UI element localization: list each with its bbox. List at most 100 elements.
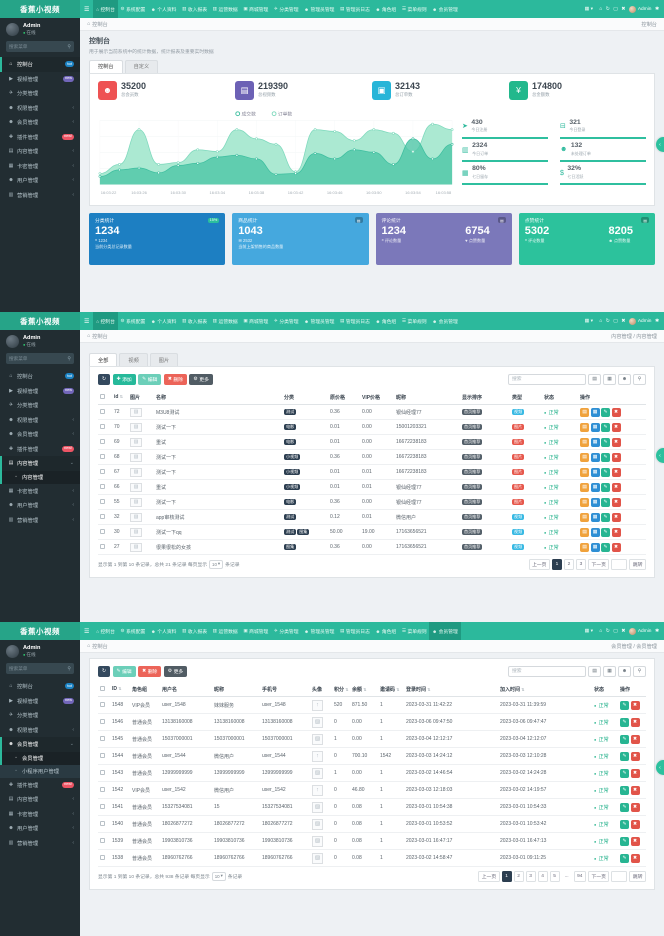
edit-button[interactable]: ✎ [601, 482, 610, 492]
user-menu[interactable]: Admin [628, 317, 651, 325]
row-checkbox[interactable] [100, 753, 105, 759]
search-icon[interactable]: ⚲ [67, 43, 71, 50]
page-prev[interactable]: 上一页 [478, 871, 500, 882]
edit-button[interactable]: ✎ [620, 853, 629, 863]
panel-icon[interactable]: ▤ [588, 666, 601, 677]
row-checkbox[interactable] [100, 424, 105, 430]
page-next[interactable]: 下一页 [587, 559, 610, 570]
quick-action-button[interactable]: ‹ [656, 448, 664, 464]
export-icon[interactable]: ☻ [618, 666, 631, 677]
trash-button[interactable]: ✖ [630, 700, 640, 710]
detail-button[interactable]: ▤ [580, 452, 589, 462]
sort-icon[interactable]: ⇅ [395, 686, 400, 692]
row-checkbox[interactable] [100, 544, 105, 550]
search-icon[interactable]: ⚲ [633, 666, 646, 677]
row-checkbox[interactable] [100, 499, 105, 505]
edit-button[interactable]: ✎ [620, 768, 629, 778]
page-prev[interactable]: 上一页 [528, 559, 550, 570]
row-checkbox[interactable] [100, 469, 105, 475]
sidebar-subitem-1[interactable]: ◦ 小程序用户管理 [0, 765, 80, 778]
sidebar-subitem-0[interactable]: ◦ 会员管理 [0, 751, 80, 765]
sidebar-item-3[interactable]: ☻ 权限管理 ‹ [0, 723, 80, 738]
table-search-input[interactable] [508, 374, 586, 385]
detail-button[interactable]: ▤ [580, 512, 589, 522]
sidebar-item-1[interactable]: ▶ 视频管理 new [0, 694, 80, 709]
edit-button[interactable]: ✎ [601, 527, 610, 537]
toolbar-delete-button[interactable]: ✖ 删除 [163, 374, 187, 385]
nav-item-5[interactable]: ▣ 商城管理 [241, 622, 272, 640]
nav-item-8[interactable]: ▤ 管理员日志 [337, 312, 372, 330]
sidebar-item-4[interactable]: ☻ 会员管理 ‹ [0, 115, 80, 130]
fullscreen-icon[interactable]: ▢ [613, 628, 618, 634]
detail-button[interactable]: ▤ [580, 437, 589, 447]
panel-icon[interactable]: ▤ [588, 374, 601, 385]
view-button[interactable]: ▦ [590, 407, 600, 417]
toolbar-edit-button[interactable]: ✎ 编辑 [138, 374, 162, 385]
tab-2[interactable]: 图片 [149, 353, 179, 366]
sidebar-item-7[interactable]: ▦ 卡密管理 ‹ [0, 807, 80, 822]
view-button[interactable]: ▦ [590, 422, 600, 432]
row-checkbox[interactable] [100, 855, 105, 861]
export-icon[interactable]: ☻ [618, 374, 631, 385]
share-icon[interactable]: ✱ [654, 628, 659, 634]
page-jump-button[interactable]: 跳转 [629, 559, 646, 570]
nav-item-2[interactable]: ☻ 个人资料 [148, 312, 179, 330]
sidebar-item-2[interactable]: ✈ 分类管理 [0, 708, 80, 723]
sidebar-item-3[interactable]: ☻ 权限管理 ‹ [0, 101, 80, 116]
per-page-select[interactable]: 10 ▾ [209, 559, 224, 569]
edit-button[interactable]: ✎ [620, 819, 629, 829]
sidebar-item-7[interactable]: ▦ 卡密管理 ‹ [0, 484, 80, 499]
trash-button[interactable]: ✖ [630, 819, 640, 829]
view-button[interactable]: ▦ [590, 512, 600, 522]
sort-icon[interactable]: ⇅ [362, 686, 367, 692]
tab-1[interactable]: 自定义 [124, 59, 159, 73]
nav-item-7[interactable]: ☻ 管理员管理 [301, 622, 337, 640]
row-checkbox[interactable] [100, 484, 105, 490]
sidebar-item-9[interactable]: ▥ 营销管理 ‹ [0, 513, 80, 528]
share-icon[interactable]: ✱ [654, 318, 659, 324]
tabs-dropdown[interactable]: ▦ ▾ [582, 629, 596, 634]
sort-icon[interactable]: ⇅ [117, 686, 122, 691]
trash-button[interactable]: ✖ [630, 751, 640, 761]
sidebar-item-8[interactable]: ☻ 用户管理 ‹ [0, 498, 80, 513]
trash-button[interactable]: ✖ [611, 452, 621, 462]
nav-item-3[interactable]: ▥ 收入报表 [179, 312, 210, 330]
edit-button[interactable]: ✎ [601, 512, 610, 522]
sort-icon[interactable]: ⇅ [118, 394, 123, 399]
view-button[interactable]: ▦ [590, 542, 600, 552]
trash-button[interactable]: ✖ [630, 785, 640, 795]
share-icon[interactable]: ✱ [654, 6, 659, 12]
row-checkbox[interactable] [100, 439, 105, 445]
nav-item-6[interactable]: ✈ 分类管理 [271, 622, 301, 640]
sidebar-toggle-icon[interactable]: ☰ [84, 6, 90, 13]
page-next[interactable]: 下一页 [587, 871, 610, 882]
trash-button[interactable]: ✖ [611, 422, 621, 432]
fullscreen-icon[interactable]: ▢ [613, 6, 618, 12]
nav-item-4[interactable]: ▥ 运营数据 [210, 622, 241, 640]
edit-button[interactable]: ✎ [620, 802, 629, 812]
sidebar-subitem-0[interactable]: ◦ 内容管理 [0, 470, 80, 484]
trash-button[interactable]: ✖ [611, 407, 621, 417]
sidebar-item-0[interactable]: ⌂ 控制台 hot [0, 369, 80, 384]
row-checkbox[interactable] [100, 529, 105, 535]
sidebar-toggle-icon[interactable]: ☰ [84, 318, 90, 325]
nav-item-9[interactable]: ☻ 角色组 [373, 622, 399, 640]
sidebar-item-4[interactable]: ☻ 会员管理 ⌄ [0, 737, 80, 752]
detail-button[interactable]: ▤ [580, 527, 589, 537]
sidebar-item-0[interactable]: ⌂ 控制台 hot [0, 57, 80, 72]
per-page-select[interactable]: 10 ▾ [211, 871, 226, 881]
nav-item-3[interactable]: ▥ 收入报表 [179, 622, 210, 640]
page-jump-button[interactable]: 跳转 [629, 871, 646, 882]
page-4[interactable]: 4 [537, 871, 548, 882]
edit-button[interactable]: ✎ [620, 734, 629, 744]
page-5[interactable]: 5 [549, 871, 560, 882]
toolbar-add-button[interactable]: ✚ 添加 [112, 374, 136, 385]
sidebar-search-input[interactable] [9, 666, 68, 671]
trash-button[interactable]: ✖ [611, 497, 621, 507]
sidebar-item-3[interactable]: ☻ 权限管理 ‹ [0, 413, 80, 428]
sidebar-item-1[interactable]: ▶ 视频管理 new [0, 72, 80, 87]
edit-button[interactable]: ✎ [601, 542, 610, 552]
toolbar-more-button[interactable]: ⚙ 更多 [163, 666, 188, 677]
nav-item-2[interactable]: ☻ 个人资料 [148, 622, 179, 640]
fullscreen-icon[interactable]: ▢ [613, 318, 618, 324]
